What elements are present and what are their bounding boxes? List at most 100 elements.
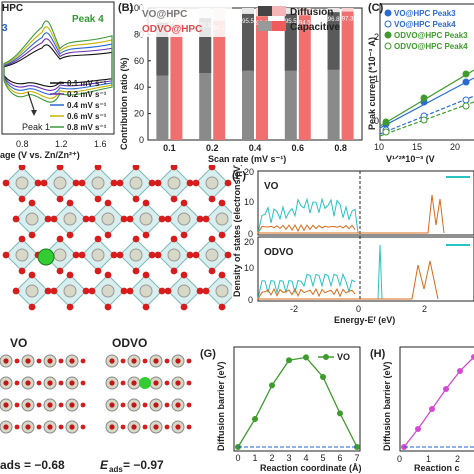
crystal-structure-svg	[2, 165, 232, 311]
o-atom	[192, 179, 200, 187]
vo-o-edge	[80, 424, 86, 430]
o-atom	[94, 235, 102, 243]
o-atom	[208, 195, 216, 203]
g-tag: (G)	[200, 348, 216, 360]
c-point-3-2	[462, 102, 470, 110]
barrier-svg: (G) Diffusion barrier (eV) VO 0 1 2 3 4 5 6 7 R…	[200, 346, 362, 473]
o-atom	[132, 165, 140, 171]
v-atom	[167, 248, 181, 262]
bar-odvo-capacitive-4	[341, 11, 354, 141]
odvo-o-edge	[142, 402, 148, 408]
o-atom	[66, 199, 74, 207]
vo-o-edge	[58, 402, 64, 408]
g-point-1	[252, 416, 258, 422]
panel-h-barrier: (H) Diffusion barrier (eV) 0 1 2 Reactio…	[370, 325, 474, 474]
o-atom	[224, 251, 232, 259]
b-ytick-4: 80	[134, 29, 144, 39]
v-atom	[15, 248, 29, 262]
c-ylabel: Peak current (*10⁻³ A)	[367, 37, 377, 130]
v-atom	[63, 284, 77, 298]
o-atom	[94, 165, 102, 171]
f-ytick-t2: 20	[244, 167, 254, 177]
c-legend-marker-1	[384, 20, 392, 28]
b-xtick-3: 0.6	[292, 143, 305, 153]
h-xtick-2: 2	[455, 454, 460, 464]
odvo-o-top	[153, 358, 159, 364]
c-xtick-0: 10	[374, 142, 384, 152]
g-ylabel: Diffusion barrier (eV)	[216, 361, 226, 451]
o-atom	[170, 165, 178, 171]
g-xtick-2: 2	[269, 453, 274, 463]
barrier-h-svg: (H) Diffusion barrier (eV) 0 1 2 Reactio…	[370, 346, 474, 473]
b-xtick-2: 0.4	[249, 143, 262, 153]
legend-diff-swatch-vo	[258, 6, 272, 16]
cv-curves	[3, 20, 113, 103]
cv-legend-label-0: 0.1 mV s⁻¹	[67, 79, 107, 88]
v-atom	[53, 176, 67, 190]
v-atom	[177, 212, 191, 226]
vo-o-top	[69, 380, 75, 386]
f-ytick-b0: 0	[248, 295, 253, 305]
o-atom	[18, 267, 26, 275]
b-xtick-0: 0.1	[163, 143, 176, 153]
f-ylabel: Density of states (electrons/eV)	[232, 165, 242, 297]
o-atom	[142, 271, 150, 279]
vo-o-top	[47, 402, 53, 408]
odvo-o-top	[175, 380, 181, 386]
o-atom	[116, 179, 124, 187]
bar-odvo-value-3: 94.5	[299, 20, 311, 26]
odvo-o-top	[131, 424, 137, 430]
o-atom	[18, 235, 26, 243]
cv-legend-label-2: 0.4 mV s⁻¹	[67, 101, 107, 110]
vo-o-edge	[36, 402, 42, 408]
o-atom	[2, 251, 10, 259]
odvo-o-edge	[120, 358, 126, 364]
o-atom	[50, 215, 58, 223]
h-point-1	[415, 426, 421, 432]
c-xlabel: V¹ᐟ²*10⁻³ (V	[386, 154, 435, 164]
panel-c-svg: (C) Peak current (*10⁻³ A) 0 1 2 VO@HPC …	[367, 2, 474, 164]
vo-o-edge	[14, 424, 20, 430]
v-atom	[129, 176, 143, 190]
o-atom	[116, 251, 124, 259]
b-ytick-1: 20	[134, 109, 144, 119]
o-atom	[104, 303, 112, 311]
dos-vo-cyan	[257, 197, 359, 234]
o-atom	[142, 303, 150, 311]
f-xtick-0: -2	[290, 304, 298, 314]
a-xtick-1: 1.2	[55, 139, 68, 149]
v-atom	[167, 176, 181, 190]
g-legend-marker	[323, 354, 329, 360]
crystal-lattice	[2, 165, 232, 311]
o-atom	[132, 267, 140, 275]
g-xtick-6: 6	[337, 453, 342, 463]
vo-o-top	[25, 380, 31, 386]
o-atom	[104, 199, 112, 207]
panel-d-structure	[0, 165, 232, 325]
v-atom	[205, 248, 219, 262]
vo-o-edge	[14, 402, 20, 408]
odvo-o-top	[153, 380, 159, 386]
odvo-o-top	[175, 424, 181, 430]
odvo-o-edge	[120, 380, 126, 386]
odvo-zn-ion	[139, 377, 151, 389]
legend-diff-swatch-odvo	[272, 6, 286, 16]
odvo-o-edge	[142, 424, 148, 430]
o-atom	[158, 215, 166, 223]
o-atom	[44, 215, 52, 223]
bar-odvo-capacitive-0	[170, 23, 183, 140]
panel-a-cv: HPC 3 Peak 4 Peak 1 0.1 mV s⁻¹ 0.2 mV s⁻¹…	[0, 0, 118, 160]
e-vo-label: VO	[10, 336, 27, 350]
o-atom	[218, 231, 226, 239]
b-ytick-3: 60	[134, 56, 144, 66]
c-point-3-1	[420, 116, 428, 124]
f-ytick-b2: 20	[244, 237, 254, 247]
o-atom	[218, 271, 226, 279]
o-atom	[126, 287, 134, 295]
f-tag: (F)	[232, 170, 246, 182]
o-atom	[78, 251, 86, 259]
odvo-o-top	[153, 424, 159, 430]
o-atom	[88, 287, 96, 295]
o-atom	[132, 235, 140, 243]
o-atom	[120, 287, 128, 295]
